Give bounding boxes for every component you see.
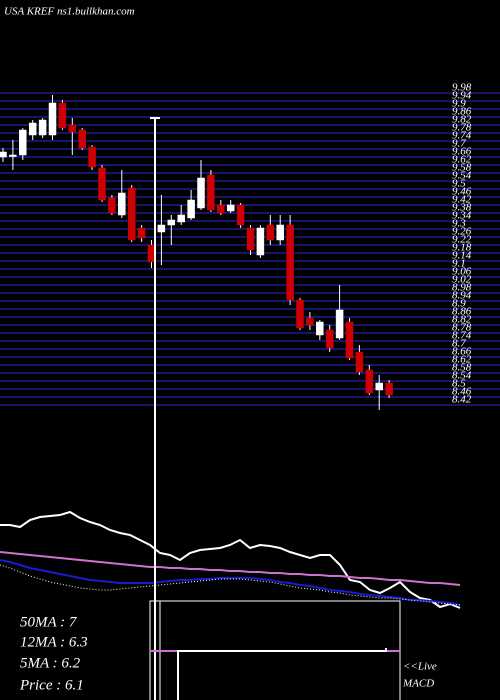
candle-body: [78, 129, 86, 149]
y-tick-label: 9.94: [452, 90, 472, 102]
y-tick-label: 8.9: [452, 298, 466, 310]
candle-body: [207, 174, 215, 211]
y-tick-label: 8.46: [452, 386, 472, 398]
candle-body: [19, 129, 27, 156]
candle-body: [296, 299, 304, 329]
legend-entry: 50MA : 7: [20, 614, 78, 630]
macd-line: [177, 648, 387, 700]
y-tick-label: 8.94: [452, 290, 472, 302]
candle-body: [88, 146, 96, 168]
y-tick-label: 8.78: [452, 322, 472, 334]
y-tick-label: 9.42: [452, 194, 472, 206]
note: <<Live: [403, 661, 437, 673]
y-tick-label: 9.66: [452, 146, 472, 158]
candle-body: [236, 204, 245, 226]
y-tick-label: 9.98: [452, 82, 472, 94]
candle-body: [68, 124, 77, 133]
y-tick-label: 8.62: [452, 354, 472, 366]
candle-body: [316, 321, 324, 336]
y-tick-label: 8.58: [452, 362, 472, 374]
candle-body: [335, 309, 344, 339]
candle-body: [38, 119, 47, 136]
y-tick-label: 9.02: [452, 274, 472, 286]
macd-box: [149, 600, 401, 700]
candles: [0, 95, 393, 410]
candle-body: [276, 224, 284, 241]
candle-body: [385, 382, 393, 396]
candle-body: [197, 177, 205, 209]
y-tick-label: 9.14: [452, 250, 472, 262]
y-tick-label: 8.54: [452, 370, 472, 382]
indicator-line: [0, 559, 461, 606]
candle-body: [9, 154, 17, 157]
y-tick-label: 9.7: [452, 138, 466, 150]
y-tick-label: 9.38: [452, 202, 472, 214]
indicator-line: [0, 551, 461, 586]
y-tick-label: 9.22: [452, 234, 472, 246]
candle-body: [157, 224, 166, 233]
candle-body: [345, 321, 354, 359]
candle-body: [256, 227, 265, 256]
y-tick-label: 9.78: [452, 122, 472, 134]
candle-body: [306, 317, 314, 326]
indicator-line: [0, 510, 461, 609]
y-tick-label: 9.26: [452, 226, 472, 238]
y-tick-label: 8.7: [452, 338, 466, 350]
candle-body: [246, 227, 255, 251]
legend-entry: Price : 6.1: [19, 677, 84, 693]
candle-body: [137, 227, 146, 239]
candle-body: [127, 187, 136, 241]
y-tick-label: 9.18: [452, 242, 472, 254]
y-tick-label: 9.1: [452, 258, 466, 270]
y-tick-label: 8.42: [452, 394, 472, 406]
y-tick-label: 9.06: [452, 266, 472, 278]
y-tick-label: 9.46: [452, 186, 472, 198]
candle-body: [147, 244, 156, 263]
y-tick-label: 8.82: [452, 314, 472, 326]
legend-entry: 5MA : 6.2: [20, 655, 81, 671]
y-tick-label: 9.9: [452, 98, 466, 110]
y-tick-label: 9.62: [452, 154, 472, 166]
candle-body: [217, 204, 225, 214]
y-tick-label: 9.3: [452, 218, 466, 230]
y-tick-label: 9.82: [452, 114, 472, 126]
y-tick-label: 9.58: [452, 162, 472, 174]
y-tick-label: 8.66: [452, 346, 472, 358]
candle-body: [355, 351, 364, 373]
candle-body: [167, 219, 176, 226]
y-tick-label: 8.74: [452, 330, 472, 342]
candle-body: [325, 329, 334, 349]
legend-entry: 12MA : 6.3: [20, 634, 88, 650]
y-tick-label: 8.5: [452, 378, 466, 390]
y-tick-label: 9.34: [452, 210, 472, 222]
candle-body: [118, 192, 126, 216]
candle-body: [108, 197, 116, 214]
y-tick-label: 9.5: [452, 178, 466, 190]
candle-body: [28, 122, 37, 136]
candle-body: [98, 167, 106, 201]
y-tick-label: 9.86: [452, 106, 472, 118]
candle-body: [48, 102, 57, 136]
candle-body: [266, 224, 275, 241]
y-tick-label: 9.54: [452, 170, 472, 182]
candle-body: [375, 382, 383, 391]
candle-body: [286, 224, 294, 301]
candle-body: [177, 214, 185, 223]
indicator-lines: [0, 510, 461, 609]
candle-body: [226, 204, 235, 212]
y-tick-label: 8.86: [452, 306, 472, 318]
chart-title: USA KREF ns1.bullkhan.com: [4, 6, 135, 18]
candle-body: [58, 102, 67, 129]
candle-body: [187, 199, 195, 219]
indicator-line: [0, 564, 461, 606]
candle-body: [0, 151, 7, 158]
candle-body: [365, 369, 374, 394]
note: MACD: [402, 678, 434, 690]
y-tick-label: 9.74: [452, 130, 472, 142]
y-tick-label: 8.98: [452, 282, 472, 294]
